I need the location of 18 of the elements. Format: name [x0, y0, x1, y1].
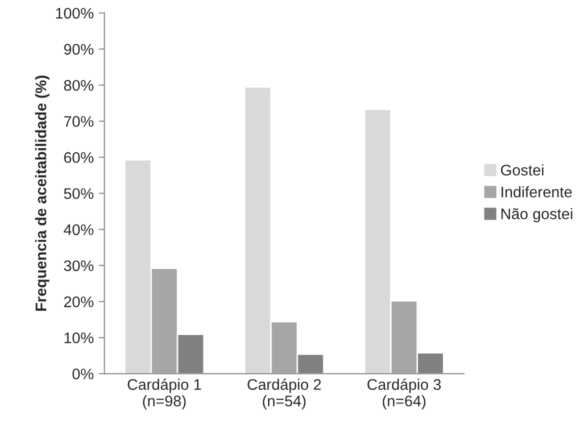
x-tick-label: Cardápio 2 (n=54): [248, 378, 321, 410]
legend-label: Gostei: [500, 164, 544, 176]
y-tick-label: 30%: [64, 260, 94, 272]
y-tick-label: 60%: [64, 152, 94, 163]
legend-label: Indiferente: [502, 186, 572, 198]
y-tick-label: 40%: [64, 224, 94, 236]
y-tick-label: 100%: [56, 8, 94, 19]
y-tick-label: 80%: [64, 80, 94, 91]
legend-label: Não gostei: [501, 208, 572, 222]
x-tick-label: Cardápio 1 (n=98): [128, 378, 201, 410]
y-tick-label: 50%: [64, 188, 94, 200]
y-tick-label: 90%: [64, 44, 94, 55]
y-tick-label: 70%: [64, 116, 94, 127]
y-axis-title: Frequencia de aceitabilidade (%): [35, 76, 50, 311]
y-tick-label: 10%: [64, 332, 94, 344]
y-tick-label: 20%: [64, 296, 94, 308]
y-tick-label: 0%: [72, 368, 94, 380]
x-tick-label: Cardápio 3 (n=64): [367, 378, 441, 410]
